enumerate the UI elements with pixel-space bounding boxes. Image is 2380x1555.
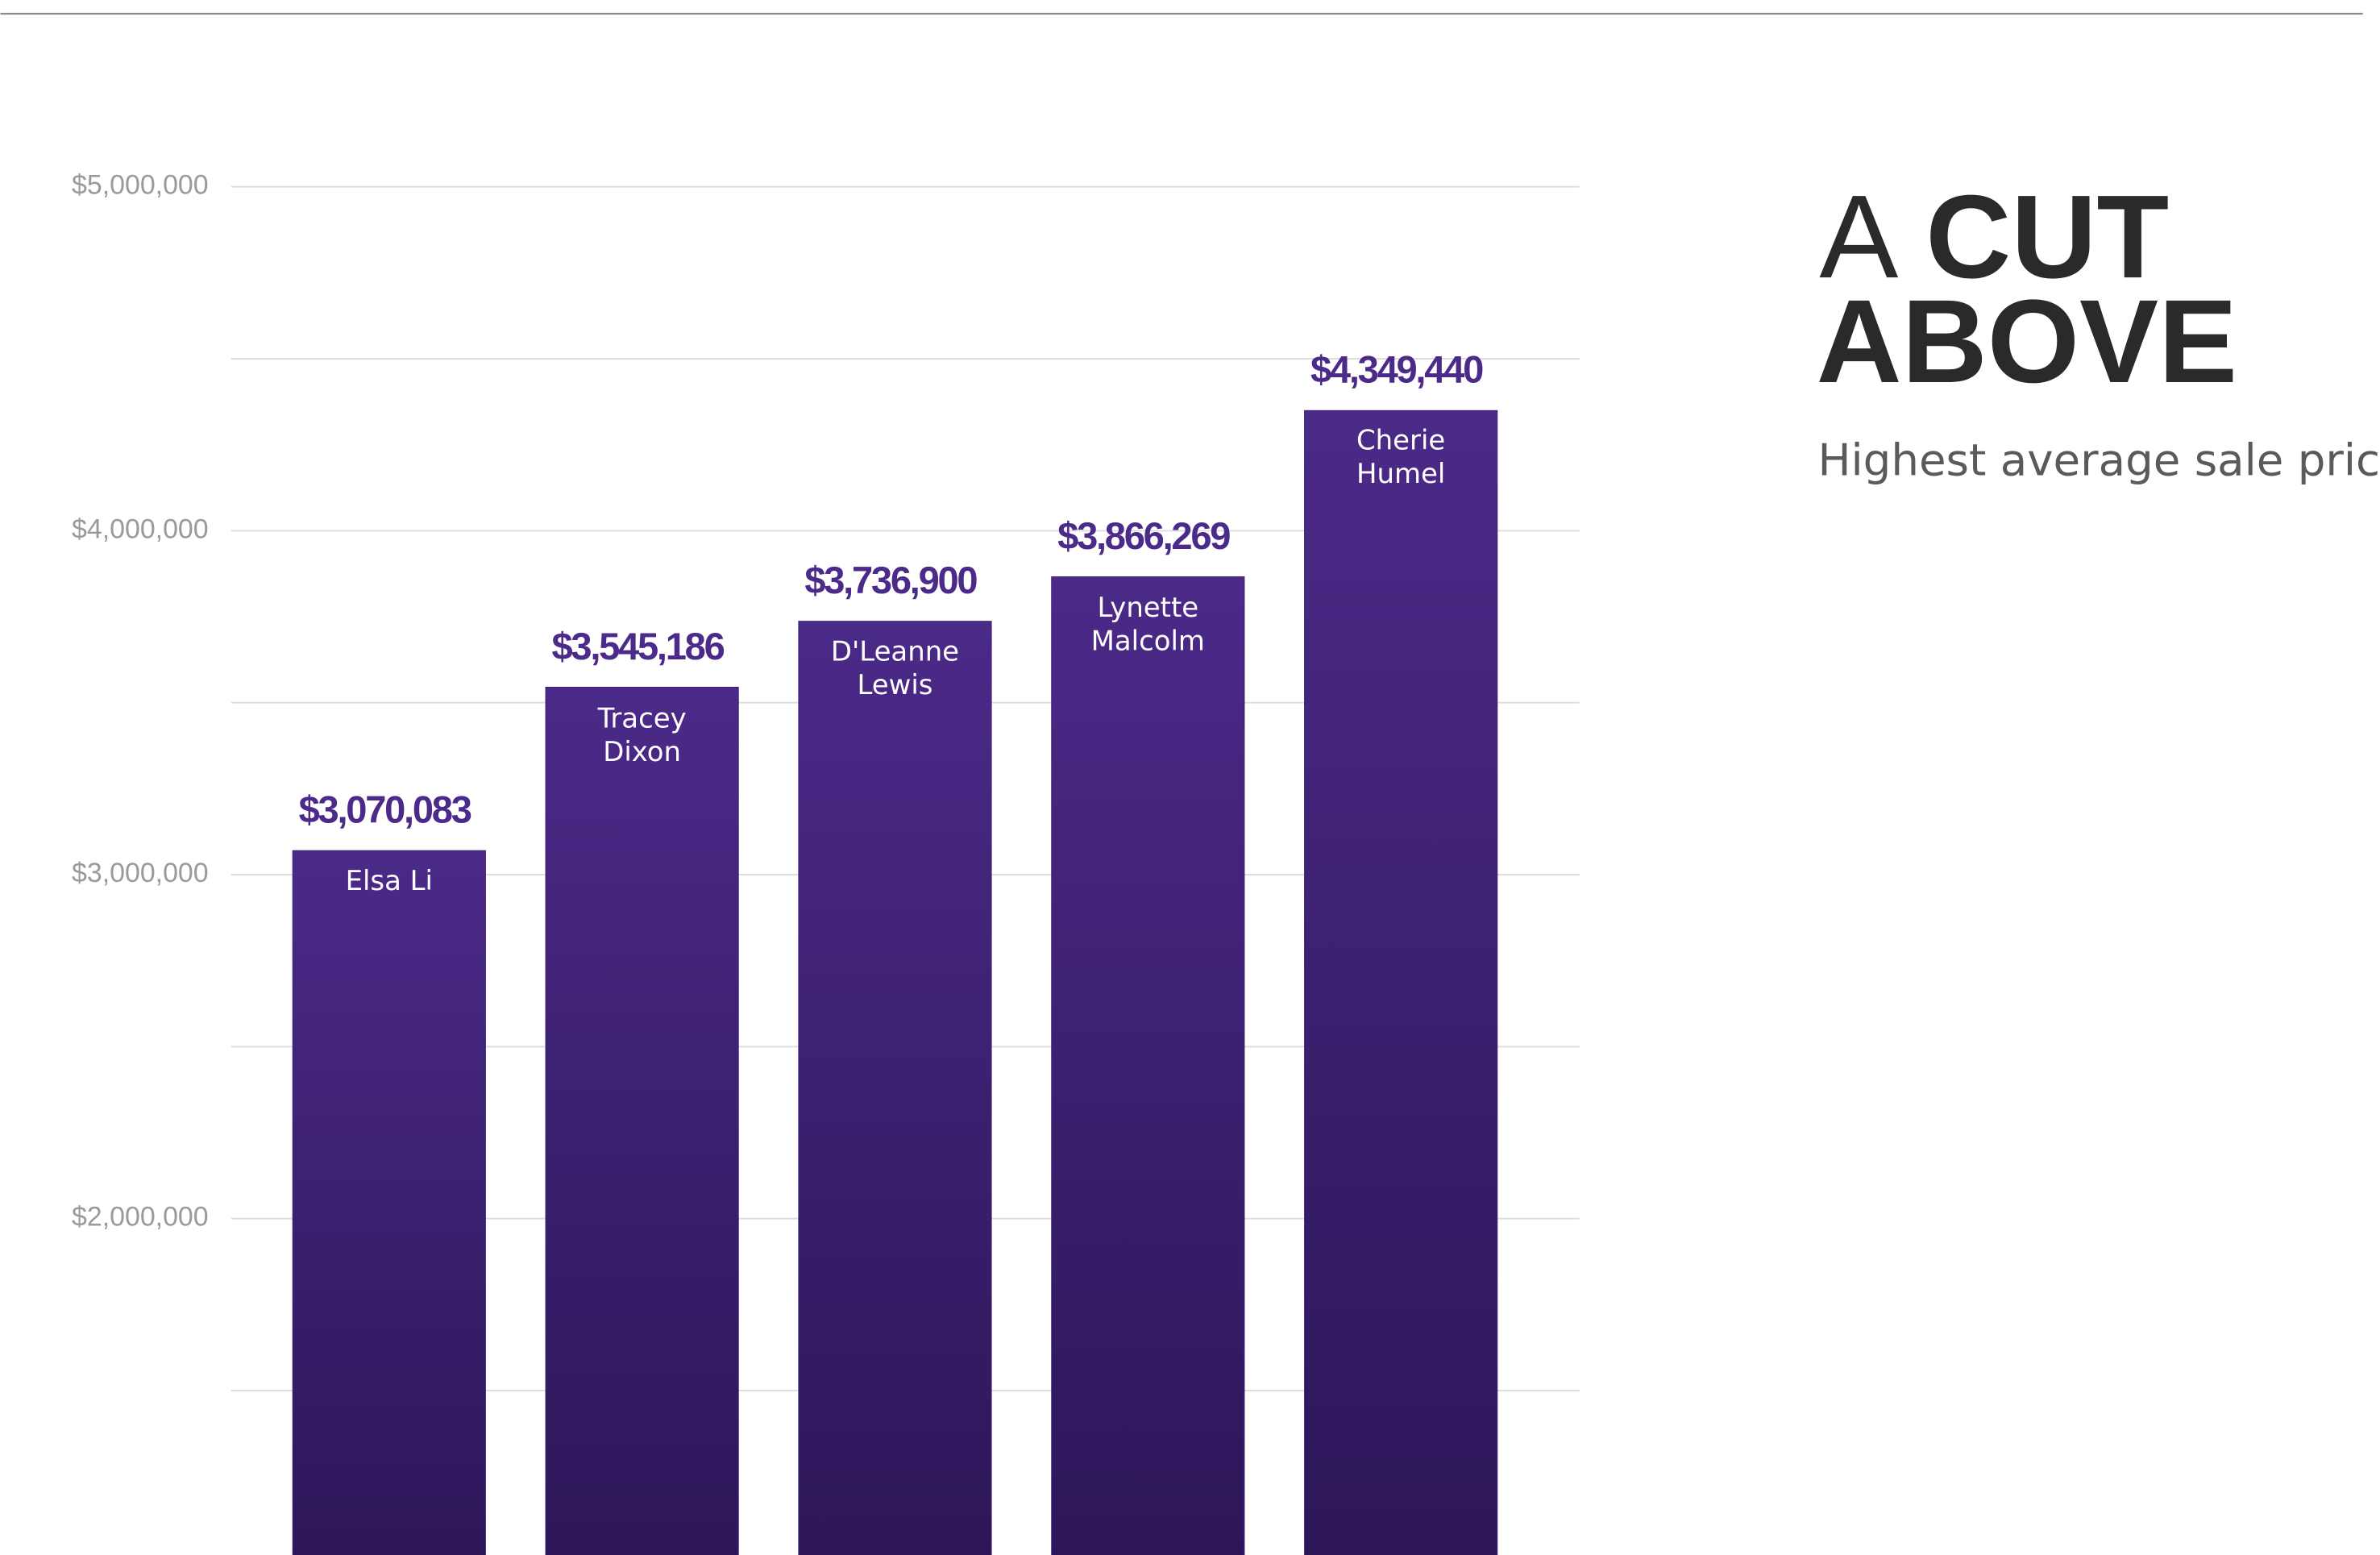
value-label: $3,736,900 xyxy=(804,559,977,601)
bar-name-label: Elsa Li xyxy=(345,865,433,898)
value-label: $4,349,440 xyxy=(1310,348,1483,391)
bar xyxy=(1051,576,1245,1555)
name-label-box: Lynette Malcolm xyxy=(1090,592,1205,658)
title-line2: ABOVE xyxy=(1817,276,2237,408)
name-label-box: Cherie Humel xyxy=(1356,426,1446,492)
y-tick-label: $2,000,000 xyxy=(72,1202,209,1233)
title-line1: CUT xyxy=(1925,171,2169,303)
y-tick-label: $3,000,000 xyxy=(72,858,209,888)
bar xyxy=(1304,410,1498,1555)
y-tick-label: $5,000,000 xyxy=(72,170,209,201)
name-label-box: Elsa Li xyxy=(345,865,433,898)
chart-title: A CUT xyxy=(1819,171,2169,303)
value-label: $3,545,186 xyxy=(551,625,724,667)
bar-name-label: Cherie Humel xyxy=(1356,426,1446,492)
bar xyxy=(292,850,486,1555)
bar xyxy=(545,686,739,1555)
chart-subtitle: Highest average sale price xyxy=(1817,434,2380,486)
y-tick-label: $4,000,000 xyxy=(72,513,209,544)
bar-name-label: Lynette Malcolm xyxy=(1090,592,1205,658)
bar xyxy=(798,621,992,1555)
name-label-box: Tracey Dixon xyxy=(597,702,687,768)
name-label-box: D'Leanne Lewis xyxy=(830,636,960,702)
bar-name-label: D'Leanne Lewis xyxy=(830,636,960,702)
value-label: $3,866,269 xyxy=(1057,514,1230,557)
value-label: $3,070,083 xyxy=(299,788,471,831)
bar-name-label: Tracey Dixon xyxy=(597,702,687,768)
title-prefix: A xyxy=(1819,171,1898,303)
